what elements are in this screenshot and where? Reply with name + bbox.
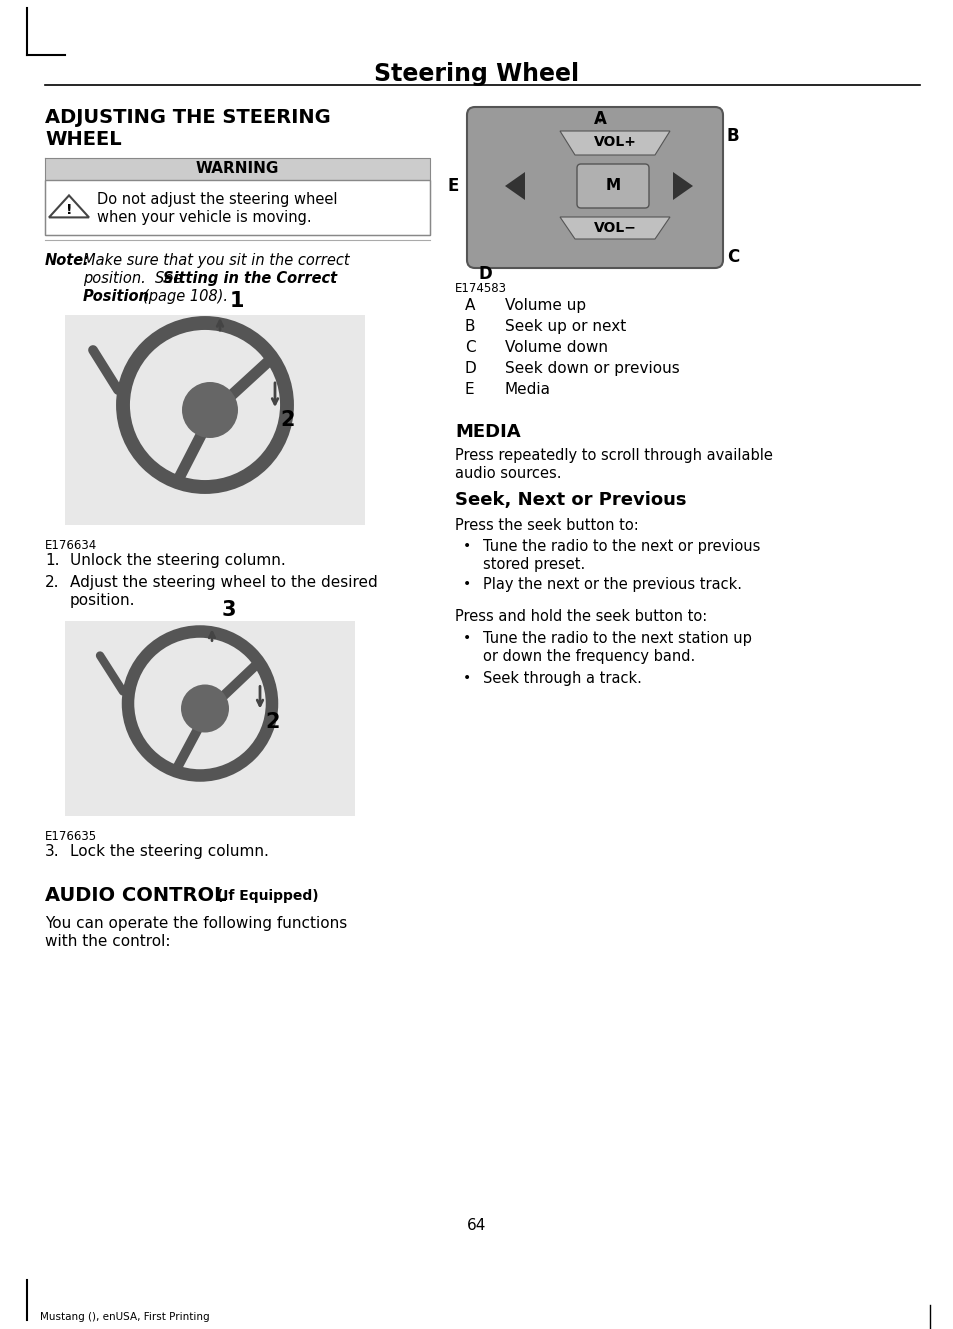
Text: Press the seek button to:: Press the seek button to: (455, 518, 639, 533)
Text: Mustang (), enUSA, First Printing: Mustang (), enUSA, First Printing (40, 1312, 210, 1322)
Polygon shape (672, 171, 692, 199)
Text: Press and hold the seek button to:: Press and hold the seek button to: (455, 609, 706, 625)
Text: A: A (464, 298, 475, 314)
Text: B: B (464, 319, 475, 334)
Text: Seek through a track.: Seek through a track. (482, 671, 641, 686)
Text: Steering Wheel: Steering Wheel (374, 62, 579, 86)
Text: 3.: 3. (45, 844, 59, 859)
Text: E: E (464, 381, 475, 397)
Text: C: C (464, 340, 476, 355)
Text: You can operate the following functions: You can operate the following functions (45, 916, 347, 932)
Text: Seek, Next or Previous: Seek, Next or Previous (455, 490, 686, 509)
Text: Note:: Note: (45, 253, 90, 268)
Text: VOL+: VOL+ (593, 136, 636, 149)
Text: Volume down: Volume down (504, 340, 607, 355)
Text: Adjust the steering wheel to the desired: Adjust the steering wheel to the desired (70, 575, 377, 590)
Text: Media: Media (504, 381, 551, 397)
Text: (If Equipped): (If Equipped) (212, 889, 318, 902)
Text: E174583: E174583 (455, 282, 506, 295)
Text: Position: Position (83, 288, 150, 304)
Text: Seek down or previous: Seek down or previous (504, 361, 679, 376)
Text: with the control:: with the control: (45, 934, 171, 949)
Text: 3: 3 (222, 599, 236, 619)
Text: E176635: E176635 (45, 831, 97, 843)
Text: ADJUSTING THE STEERING: ADJUSTING THE STEERING (45, 108, 331, 128)
FancyBboxPatch shape (577, 163, 648, 209)
Text: position.: position. (70, 593, 135, 607)
Text: 2.: 2. (45, 575, 59, 590)
Text: E176634: E176634 (45, 540, 97, 552)
Text: or down the frequency band.: or down the frequency band. (482, 649, 695, 664)
Text: Unlock the steering column.: Unlock the steering column. (70, 553, 286, 567)
FancyBboxPatch shape (467, 108, 722, 268)
Text: Do not adjust the steering wheel: Do not adjust the steering wheel (97, 191, 337, 207)
Text: position.  See: position. See (83, 271, 187, 286)
Text: Seek up or next: Seek up or next (504, 319, 625, 334)
Text: WHEEL: WHEEL (45, 130, 121, 149)
Text: audio sources.: audio sources. (455, 466, 561, 481)
Polygon shape (504, 171, 524, 199)
Text: Sitting in the Correct: Sitting in the Correct (163, 271, 336, 286)
Text: 1.: 1. (45, 553, 59, 567)
FancyBboxPatch shape (65, 315, 365, 525)
Text: 64: 64 (467, 1217, 486, 1233)
Circle shape (182, 381, 237, 439)
Text: Volume up: Volume up (504, 298, 585, 314)
FancyBboxPatch shape (65, 621, 355, 816)
Text: Press repeatedly to scroll through available: Press repeatedly to scroll through avail… (455, 448, 772, 462)
Text: Tune the radio to the next station up: Tune the radio to the next station up (482, 631, 751, 646)
Text: Make sure that you sit in the correct: Make sure that you sit in the correct (83, 253, 349, 268)
Text: Lock the steering column.: Lock the steering column. (70, 844, 269, 859)
Text: stored preset.: stored preset. (482, 557, 584, 571)
Text: •: • (462, 631, 471, 645)
Text: when your vehicle is moving.: when your vehicle is moving. (97, 210, 312, 225)
Circle shape (181, 684, 229, 732)
Text: •: • (462, 577, 471, 591)
Text: Tune the radio to the next or previous: Tune the radio to the next or previous (482, 540, 760, 554)
Polygon shape (559, 217, 669, 239)
FancyBboxPatch shape (45, 179, 430, 235)
Text: M: M (605, 178, 619, 194)
Text: Play the next or the previous track.: Play the next or the previous track. (482, 577, 741, 591)
Polygon shape (49, 195, 89, 218)
Text: D: D (464, 361, 476, 376)
Text: WARNING: WARNING (195, 161, 279, 175)
Text: E: E (447, 177, 458, 195)
Text: AUDIO CONTROL: AUDIO CONTROL (45, 886, 226, 905)
Text: D: D (477, 264, 492, 283)
Text: C: C (726, 249, 739, 266)
Polygon shape (559, 132, 669, 155)
Text: 2: 2 (280, 411, 294, 431)
Text: A: A (593, 110, 606, 128)
Text: !: ! (66, 202, 72, 217)
Text: 1: 1 (230, 291, 244, 311)
Text: MEDIA: MEDIA (455, 423, 520, 441)
FancyBboxPatch shape (45, 158, 430, 179)
Text: •: • (462, 540, 471, 553)
Text: (page 108).: (page 108). (143, 288, 228, 304)
Text: B: B (726, 128, 739, 145)
Text: 2: 2 (265, 711, 279, 731)
Text: VOL−: VOL− (593, 221, 636, 235)
Text: •: • (462, 671, 471, 684)
